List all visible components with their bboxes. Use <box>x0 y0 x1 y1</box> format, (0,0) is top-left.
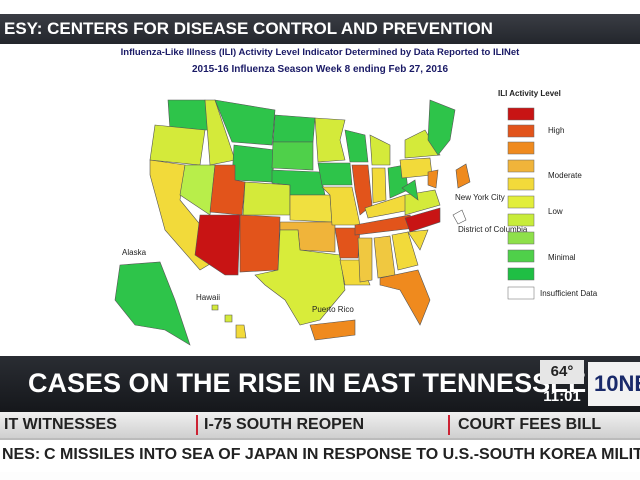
map-title: Influenza-Like Illness (ILI) Activity Le… <box>121 47 521 58</box>
ticker-item: IT WITNESSES <box>4 416 117 433</box>
nyc-label: New York City <box>455 193 505 202</box>
alaska-label: Alaska <box>122 248 147 257</box>
ticker-item: COURT FEES BILL <box>458 416 602 433</box>
map-subtitle: 2015-16 Influenza Season Week 8 ending F… <box>192 64 448 75</box>
legend-label: Minimal <box>548 253 576 262</box>
separator <box>196 415 198 435</box>
source-banner: ESY: CENTERS FOR DISEASE CONTROL AND PRE… <box>0 14 640 44</box>
station-logo: 10NE <box>588 362 640 406</box>
legend-title: ILI Activity Level <box>498 89 561 98</box>
us-map <box>114 99 471 346</box>
legend-swatches <box>507 107 535 300</box>
legend-label: Moderate <box>548 171 582 180</box>
separator <box>448 415 450 435</box>
legend-label: High <box>548 126 564 135</box>
crawl-text: C MISSILES INTO SEA OF JAPAN IN RESPONSE… <box>44 446 640 463</box>
ticker-item: I-75 SOUTH REOPEN <box>204 416 365 433</box>
temperature: 64° <box>540 360 584 384</box>
crawl: NES: C MISSILES INTO SEA OF JAPAN IN RES… <box>0 438 640 472</box>
legend-label: Low <box>548 207 563 216</box>
map-panel: Influenza-Like Illness (ILI) Activity Le… <box>114 47 598 346</box>
headline: CASES ON THE RISE IN EAST TENNESSEE <box>28 368 587 398</box>
puerto-rico-label: Puerto Rico <box>312 305 354 314</box>
clock: 11:01 <box>543 388 581 405</box>
hawaii-label: Hawaii <box>196 293 220 302</box>
lower-third: CASES ON THE RISE IN EAST TENNESSEE 64° … <box>0 356 640 412</box>
legend-label: Insufficient Data <box>540 289 598 298</box>
dc-label: District of Columbia <box>458 225 528 234</box>
crawl-label: NES: <box>2 446 41 463</box>
ticker: IT WITNESSES I-75 SOUTH REOPEN COURT FEE… <box>0 412 640 438</box>
